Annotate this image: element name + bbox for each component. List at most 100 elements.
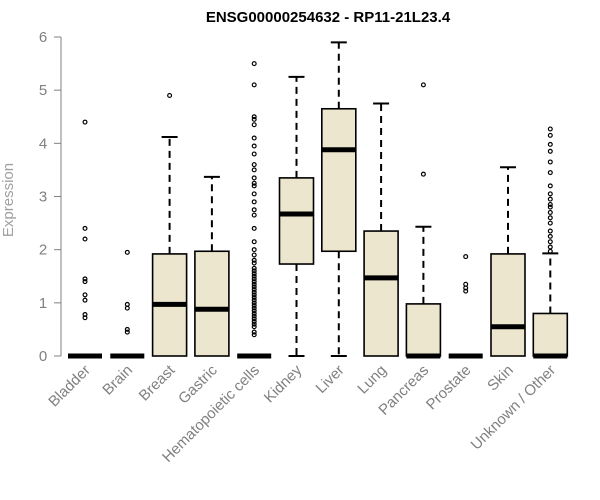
outlier-point — [251, 183, 257, 189]
outlier-point — [251, 300, 257, 306]
outlier-point — [547, 239, 553, 245]
box-liver — [320, 41, 357, 357]
outlier-point — [251, 225, 257, 231]
outlier-point — [547, 248, 553, 254]
box-skin — [490, 166, 526, 357]
outlier-point — [251, 273, 257, 279]
box-unknown-other — [532, 126, 569, 359]
y-tick-label: 6 — [39, 29, 47, 46]
outlier-point — [251, 279, 257, 285]
outlier-point — [82, 312, 88, 318]
iqr-box — [320, 107, 357, 253]
outlier-point — [251, 175, 257, 181]
outlier-point — [547, 201, 553, 207]
outlier-point — [547, 215, 553, 221]
outlier-point — [251, 199, 257, 205]
outlier-point — [251, 252, 257, 258]
outlier-point — [124, 249, 130, 255]
outlier-point — [547, 170, 553, 176]
outlier-point — [251, 143, 257, 149]
outlier-point — [82, 292, 88, 298]
outlier-point — [251, 180, 257, 186]
outlier-point — [251, 329, 257, 335]
outlier-point — [547, 126, 553, 132]
box-prostate — [448, 254, 483, 359]
outlier-point — [251, 271, 257, 277]
outlier-point — [251, 302, 257, 308]
outlier-point — [124, 305, 130, 311]
outlier-point — [251, 313, 257, 319]
outlier-point — [251, 207, 257, 213]
plot-area — [68, 41, 569, 359]
outlier-point — [124, 326, 130, 332]
outlier-point — [463, 285, 469, 291]
outlier-point — [251, 82, 257, 88]
outlier-point — [82, 297, 88, 303]
outlier-point — [82, 315, 88, 321]
outlier-point — [547, 244, 553, 250]
outlier-point — [547, 233, 553, 239]
outlier-point — [251, 257, 257, 263]
outlier-point — [251, 167, 257, 173]
box-bladder — [68, 119, 102, 359]
x-tick-label: Brain — [99, 362, 136, 399]
outlier-point — [547, 220, 553, 226]
outlier-point — [82, 276, 88, 282]
outlier-point — [251, 308, 257, 314]
y-tick-label: 4 — [39, 135, 47, 152]
outlier-point — [82, 279, 88, 285]
outlier-point — [251, 239, 257, 245]
outlier-point — [251, 292, 257, 298]
y-axis: 0 1 2 3 4 5 6 — [39, 29, 62, 365]
iqr-box — [405, 303, 442, 357]
outlier-point — [547, 196, 553, 202]
outlier-point — [420, 171, 426, 177]
outlier-point — [82, 236, 88, 242]
x-tick-label: Bladder — [45, 362, 94, 411]
outlier-point — [547, 148, 553, 154]
outlier-point — [251, 191, 257, 197]
outlier-point — [251, 247, 257, 253]
outlier-point — [251, 318, 257, 324]
y-tick-label: 3 — [39, 189, 47, 206]
outlier-point — [251, 116, 257, 122]
iqr-box — [490, 253, 526, 357]
outlier-point — [251, 295, 257, 301]
outlier-point — [547, 209, 553, 215]
outlier-point — [547, 159, 553, 165]
outlier-point — [251, 310, 257, 316]
box-gastric — [194, 175, 230, 357]
outlier-point — [463, 288, 469, 294]
x-tick-label: Prostate — [423, 362, 475, 414]
outlier-point — [547, 204, 553, 210]
chart-title: ENSG00000254632 - RP11-21L23.4 — [206, 9, 451, 26]
outlier-point — [251, 287, 257, 293]
y-axis-label: Expression — [0, 163, 17, 237]
y-tick-label: 1 — [39, 295, 47, 312]
iqr-box — [363, 230, 399, 357]
outlier-point — [547, 183, 553, 189]
outlier-point — [251, 321, 257, 327]
outlier-point — [251, 114, 257, 120]
outlier-point — [251, 260, 257, 266]
outlier-point — [251, 297, 257, 303]
x-tick-label: Kidney — [261, 361, 306, 406]
outlier-point — [251, 332, 257, 338]
outlier-point — [251, 324, 257, 330]
iqr-box — [532, 312, 569, 357]
outlier-point — [251, 162, 257, 168]
outlier-point — [420, 82, 426, 88]
outlier-point — [251, 316, 257, 322]
outlier-point — [251, 268, 257, 274]
box-breast — [151, 92, 188, 357]
box-pancreas — [405, 82, 442, 359]
x-tick-label: Breast — [136, 361, 179, 404]
outlier-point — [547, 228, 553, 234]
outlier-point — [251, 289, 257, 295]
outlier-point — [251, 281, 257, 287]
y-tick-label: 2 — [39, 242, 47, 259]
outlier-point — [124, 329, 130, 335]
box-hematopoietic-cells — [237, 61, 272, 359]
